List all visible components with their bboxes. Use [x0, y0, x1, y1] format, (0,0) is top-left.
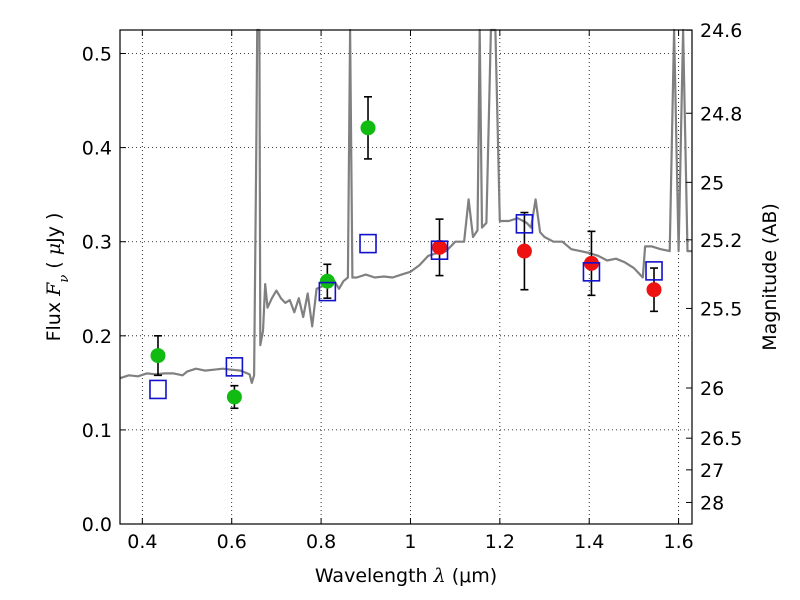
markers-layer: [149, 96, 663, 410]
model-square: [582, 262, 601, 282]
mag-tick-label: 26.5: [700, 428, 742, 450]
green-point: [319, 273, 335, 289]
green-point: [150, 348, 166, 364]
x-tick-label: 0.8: [306, 531, 336, 553]
spectrum-layer: [119, 28, 692, 384]
x-tick-label: 0.6: [217, 531, 247, 553]
green-point: [360, 120, 376, 136]
y-tick-label: 0.1: [82, 420, 112, 442]
green-point: [226, 389, 242, 405]
model-square: [318, 281, 337, 302]
mag-tick-label: 24.6: [700, 20, 742, 42]
x-tick-label: 1: [404, 531, 416, 553]
model-square: [359, 233, 377, 254]
plot-frame: [119, 29, 693, 525]
mag-tick-label: 28: [700, 492, 724, 514]
model-square: [645, 261, 663, 281]
x-tick-label: 1.6: [663, 531, 693, 553]
mag-tick-label: 27: [700, 460, 724, 482]
model-square: [430, 240, 449, 260]
y-tick-label: 0.3: [82, 232, 112, 254]
x-tick-label: 0.4: [127, 531, 157, 553]
red-point: [516, 243, 532, 259]
y-tick-label: 0.4: [82, 138, 112, 160]
y-tick-label: 0.2: [82, 326, 112, 348]
spectrum-line: [119, 28, 692, 384]
x-axis-label: Wavelength λ (μm): [315, 565, 497, 587]
y-axis-label: Flux Fν ( μJy ): [43, 213, 72, 342]
x-tick-label: 1.4: [574, 531, 604, 553]
model-square: [149, 379, 167, 400]
mag-tick-label: 25: [700, 172, 724, 194]
ticks-layer: 0.4 0.6 0.8 1 1.2 1.4 1.6 0.0 0.1 0.2 0.3 0.4 0.5 24.…: [82, 20, 743, 553]
model-square: [225, 357, 244, 377]
model-square: [515, 214, 534, 234]
y2-axis-label: Magnitude (AB): [759, 203, 781, 351]
mag-tick-label: 26: [700, 378, 724, 400]
y-tick-label: 0.0: [82, 514, 112, 536]
mag-tick-label: 25.5: [700, 298, 742, 320]
y-tick-label: 0.5: [82, 44, 112, 66]
red-point: [646, 282, 662, 298]
red-point: [432, 239, 448, 255]
mag-tick-label: 24.8: [700, 103, 742, 125]
x-tick-label: 1.2: [485, 531, 515, 553]
mag-tick-label: 25.2: [700, 230, 742, 252]
